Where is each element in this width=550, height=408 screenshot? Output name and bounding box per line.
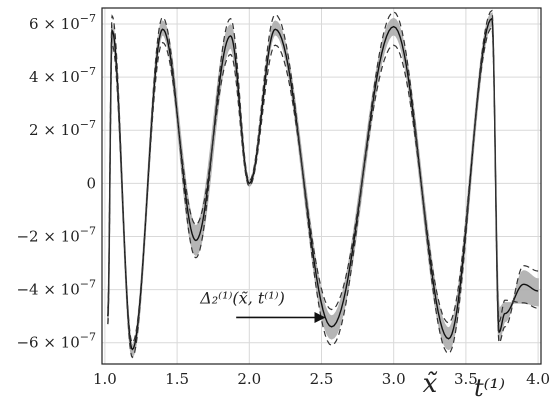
y-tick-label: 6 × 10−7 [29, 12, 96, 33]
x-axis-label: x̃ [423, 369, 438, 399]
x-tick-label: 1.5 [165, 370, 189, 388]
x-tick-labels: 1.0 1.5 2.0 2.5 3.0 3.5 4.0 [93, 370, 550, 388]
series-band [107, 12, 539, 358]
x-axis-label-extra: t⁽¹⁾ [474, 374, 505, 402]
y-tick-label: 4 × 10−7 [29, 65, 96, 86]
x-tick-label: 3.5 [454, 370, 478, 388]
x-tick-label: 2.0 [237, 370, 261, 388]
annotation-label: Δ₂⁽¹⁾(x̃, t⁽¹⁾) [199, 288, 285, 307]
y-tick-labels: 6 × 10−7 4 × 10−7 2 × 10−7 0 −2 × 10−7 −4 × 1… [16, 12, 96, 352]
x-tick-label: 3.0 [382, 370, 406, 388]
y-tick-label: −6 × 10−7 [16, 331, 96, 352]
series-lines [107, 9, 539, 359]
x-tick-label: 4.0 [526, 370, 550, 388]
uncertainty-band [107, 12, 539, 358]
y-tick-label: −2 × 10−7 [16, 224, 96, 245]
x-tick-label: 2.5 [310, 370, 334, 388]
x-tick-label: 1.0 [93, 370, 117, 388]
y-tick-label: 2 × 10−7 [29, 118, 96, 139]
plot-frame [101, 7, 542, 365]
annotation: Δ₂⁽¹⁾(x̃, t⁽¹⁾) [199, 288, 326, 324]
y-tick-label: 0 [86, 174, 96, 192]
series-bound-line-3 [107, 26, 539, 344]
y-tick-label: −4 × 10−7 [16, 278, 96, 299]
